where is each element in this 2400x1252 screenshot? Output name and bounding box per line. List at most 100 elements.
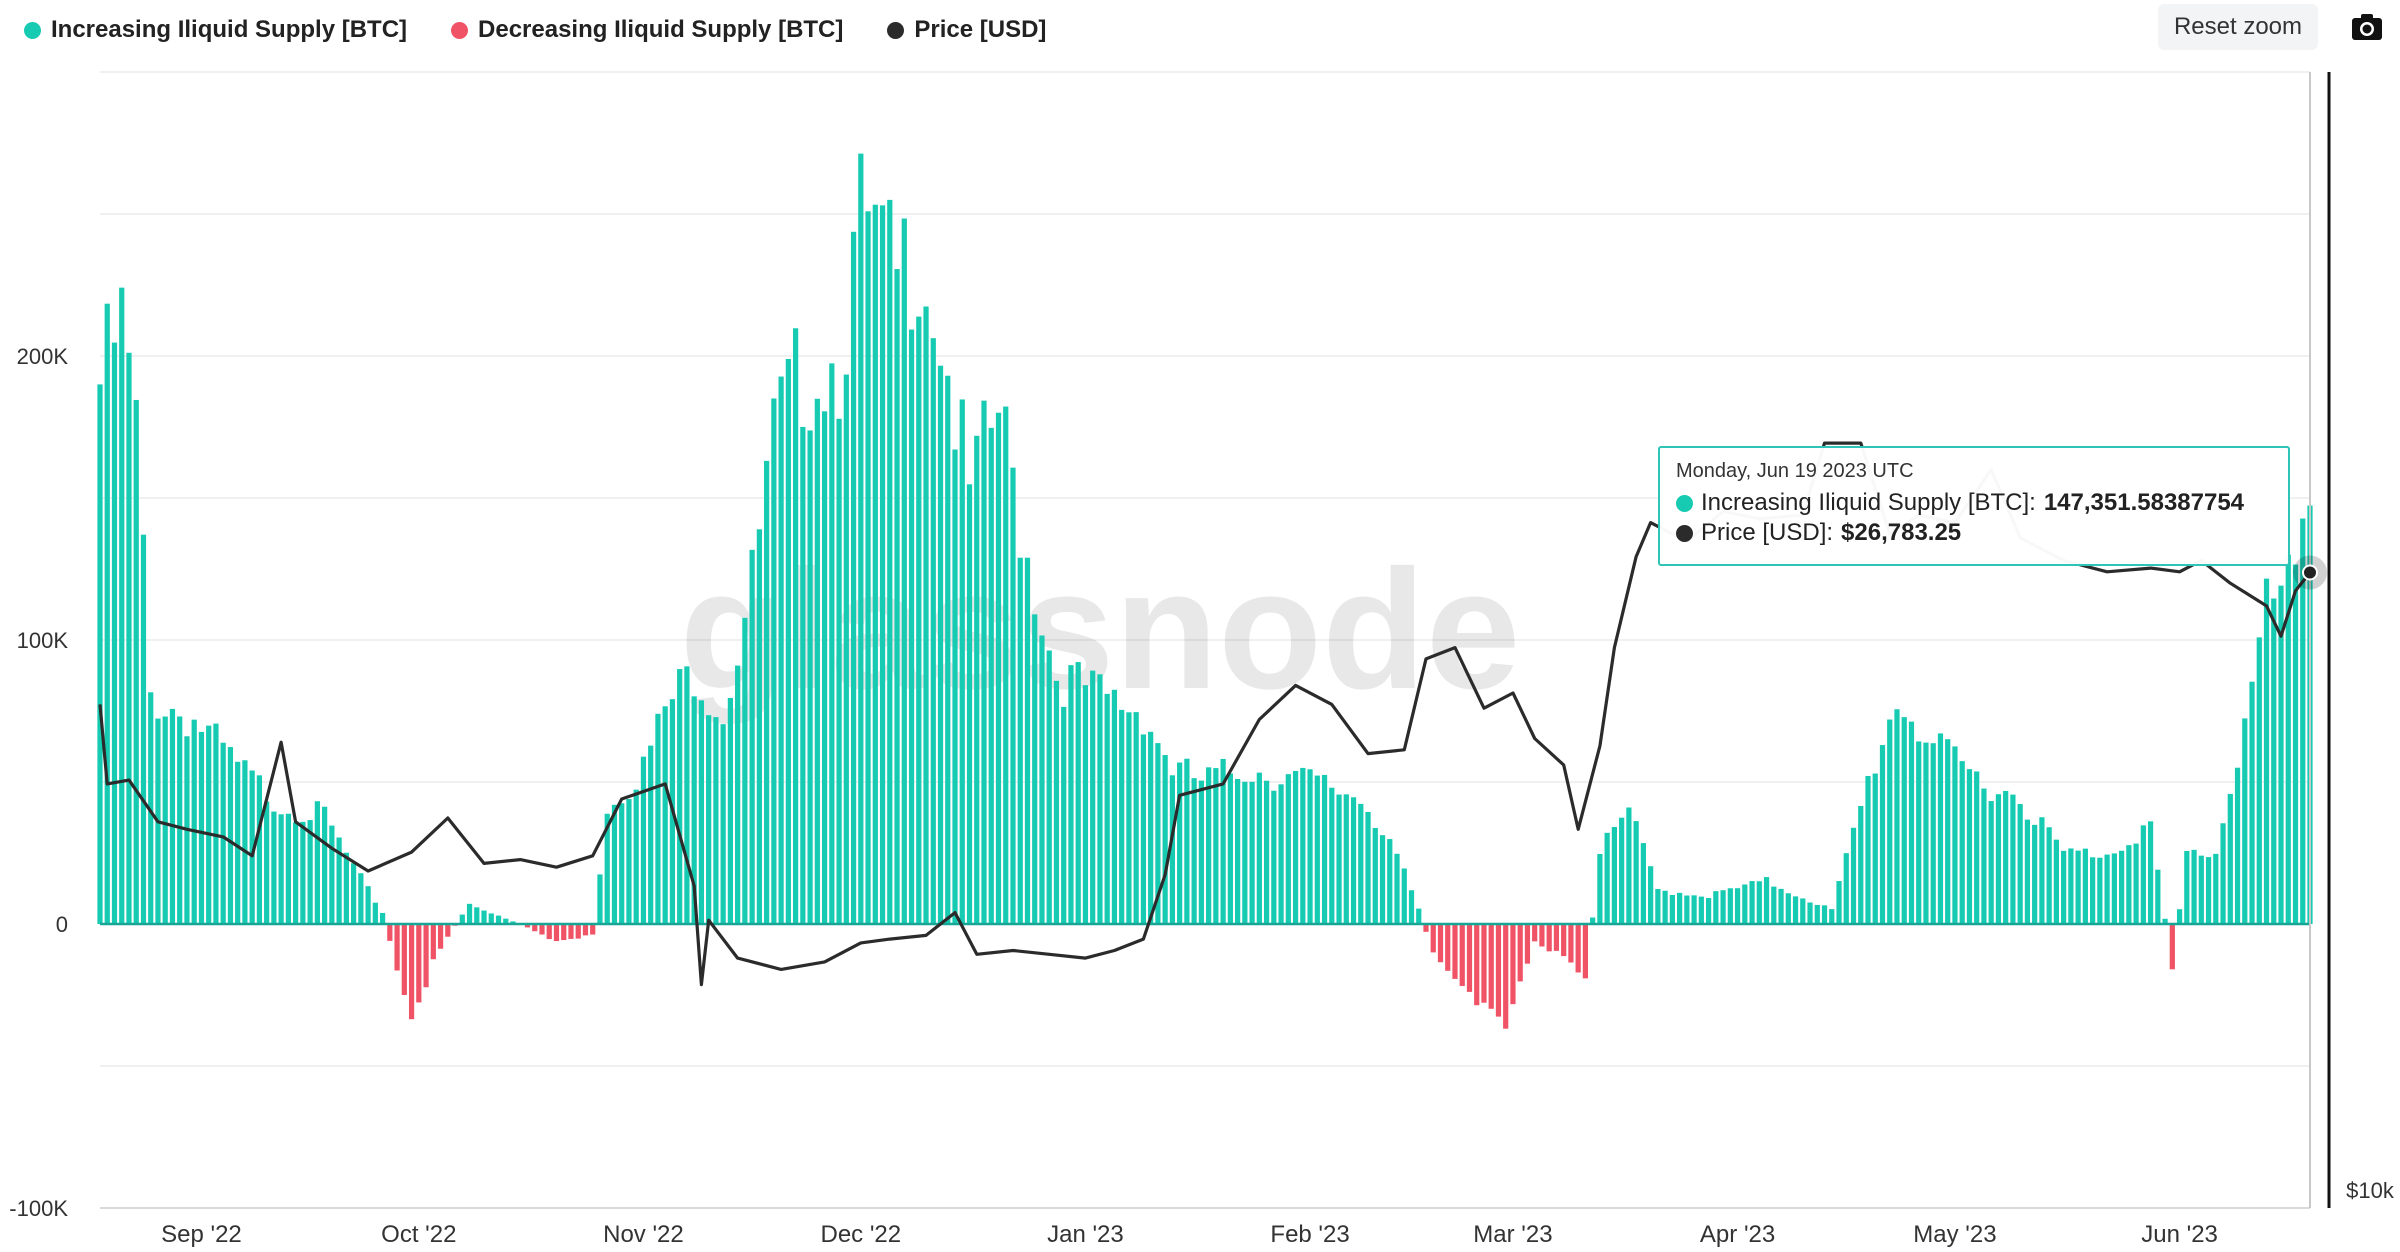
supply-bar [227, 747, 234, 924]
supply-bar [524, 924, 531, 928]
supply-bar [437, 924, 444, 949]
supply-bar [242, 760, 248, 924]
supply-bar [2075, 850, 2081, 924]
supply-bar [1705, 898, 1712, 924]
supply-bar [546, 924, 552, 940]
supply-bar [2046, 827, 2052, 924]
supply-bar [1553, 924, 1560, 951]
supply-bar [1256, 772, 1262, 924]
legend-label-increasing: Increasing Iliquid Supply [BTC] [51, 16, 408, 43]
supply-bar [1590, 917, 1596, 924]
supply-bar [655, 713, 661, 924]
supply-bar [1974, 771, 1980, 924]
camera-icon[interactable] [2350, 10, 2384, 44]
supply-bar [1488, 924, 1494, 1009]
supply-bar [2169, 924, 2175, 970]
supply-bar [1198, 780, 1204, 924]
supply-bar [1213, 768, 1219, 924]
supply-bar [539, 924, 545, 935]
supply-bar [97, 384, 103, 924]
supply-bar [1039, 635, 1045, 924]
supply-bar [1024, 557, 1031, 924]
supply-bar [2053, 839, 2060, 924]
supply-bar [1234, 778, 1241, 924]
supply-bar [1408, 890, 1415, 924]
legend-dot-price [887, 21, 905, 39]
supply-bar [1423, 924, 1429, 932]
supply-bar [329, 825, 335, 924]
x-tick-label: Mar '23 [1473, 1221, 1552, 1248]
supply-bar [1184, 758, 1190, 924]
supply-bar [1800, 898, 1806, 924]
supply-bar [568, 924, 574, 939]
supply-bar [1814, 904, 1820, 924]
x-tick-label: Apr '23 [1700, 1221, 1775, 1248]
supply-bar [1865, 775, 1871, 924]
supply-bar [1923, 742, 1929, 924]
supply-bar [1713, 891, 1719, 924]
supply-bar [1981, 788, 1987, 924]
supply-bar [1916, 741, 1922, 924]
supply-bar [1061, 706, 1067, 924]
supply-bar [1872, 773, 1878, 924]
legend-item-decreasing[interactable]: Decreasing Iliquid Supply [BTC] [451, 16, 843, 44]
supply-bar [1206, 767, 1212, 924]
supply-bar [474, 907, 480, 924]
supply-bar [749, 549, 755, 924]
supply-bar [1720, 890, 1726, 924]
supply-bar [1546, 924, 1552, 952]
tooltip-row-price: Price [USD]: $26,783.25 [1676, 519, 2272, 547]
supply-bar [1532, 924, 1538, 942]
supply-bar [1669, 894, 1675, 924]
supply-bar [495, 915, 502, 924]
supply-bar [430, 924, 436, 960]
supply-bar [1792, 896, 1799, 924]
supply-bar [2039, 817, 2045, 924]
supply-bar [1648, 866, 1654, 924]
supply-bar [2155, 869, 2161, 924]
legend-item-increasing[interactable]: Increasing Iliquid Supply [BTC] [24, 16, 407, 44]
supply-bar [916, 316, 922, 924]
supply-bar [1097, 674, 1103, 924]
supply-bar [372, 902, 378, 924]
supply-bar [350, 863, 357, 924]
supply-bar [2184, 851, 2190, 924]
legend-label-price: Price [USD] [914, 16, 1047, 43]
supply-bar [1162, 755, 1168, 924]
supply-bar [285, 813, 292, 924]
supply-bar [423, 924, 429, 988]
reset-zoom-button[interactable]: Reset zoom [2158, 4, 2318, 50]
supply-bar [2300, 518, 2306, 924]
supply-bar [2032, 824, 2038, 924]
supply-bar [1003, 406, 1009, 925]
supply-bar [1945, 739, 1951, 924]
supply-bar [1517, 924, 1523, 982]
supply-bar [829, 363, 835, 924]
supply-bar [1358, 803, 1364, 924]
supply-bar [575, 924, 581, 939]
supply-bar [974, 435, 980, 924]
legend-item-price[interactable]: Price [USD] [887, 16, 1046, 44]
supply-bar [771, 398, 777, 924]
supply-bar [503, 918, 509, 924]
supply-bar [850, 231, 857, 925]
supply-bar [1619, 817, 1625, 924]
supply-bar [1611, 827, 1618, 924]
supply-bar [1821, 905, 1828, 924]
supply-bar [713, 717, 719, 924]
supply-bar [1582, 924, 1589, 979]
supply-bar [1321, 774, 1328, 924]
supply-bar [1177, 762, 1183, 924]
supply-bar [1017, 557, 1023, 924]
supply-bar [553, 924, 560, 942]
supply-bar [2082, 848, 2088, 924]
supply-bar [1249, 781, 1255, 924]
supply-bar [1466, 924, 1473, 992]
supply-bar [2198, 855, 2204, 924]
x-tick-label: May '23 [1913, 1221, 1996, 1248]
supply-bar [466, 903, 473, 924]
supply-bar [1090, 670, 1096, 924]
supply-bar [2024, 819, 2031, 924]
supply-bar [1894, 709, 1900, 924]
